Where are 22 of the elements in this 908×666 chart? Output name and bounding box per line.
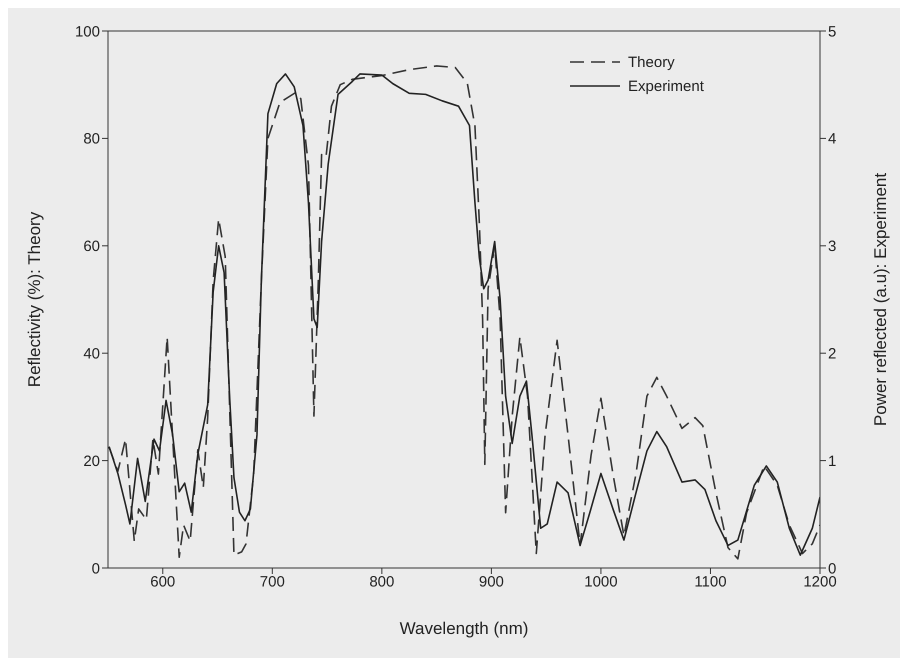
x-tick-label: 1000	[584, 574, 618, 591]
y-tick-label: 0	[92, 560, 100, 578]
x-tick-label: 900	[478, 574, 504, 591]
x-axis-title: Wavelength (nm)	[400, 619, 528, 638]
y-axis-title: Reflectivity (%): Theory	[25, 211, 44, 388]
y2-axis-title: Power reflected (a.u): Experiment	[871, 172, 890, 426]
y2-tick-label: 4	[828, 130, 836, 148]
legend-label: Experiment	[628, 78, 704, 94]
y-tick-label: 60	[83, 238, 100, 256]
y2-tick-label: 3	[828, 238, 836, 256]
x-tick-label: 800	[369, 574, 394, 591]
y2-tick-label: 2	[828, 346, 836, 363]
y-tick-label: 80	[83, 130, 100, 148]
y-tick-label: 100	[74, 23, 100, 40]
y2-tick-label: 5	[828, 23, 836, 40]
y2-tick-label: 1	[828, 452, 836, 470]
y-tick-label: 40	[83, 346, 100, 363]
x-tick-label: 700	[260, 574, 285, 591]
x-tick-label: 600	[150, 574, 176, 591]
x-tick-label: 1100	[694, 574, 727, 591]
y-tick-label: 20	[83, 452, 100, 470]
legend-label: Theory	[628, 54, 675, 70]
